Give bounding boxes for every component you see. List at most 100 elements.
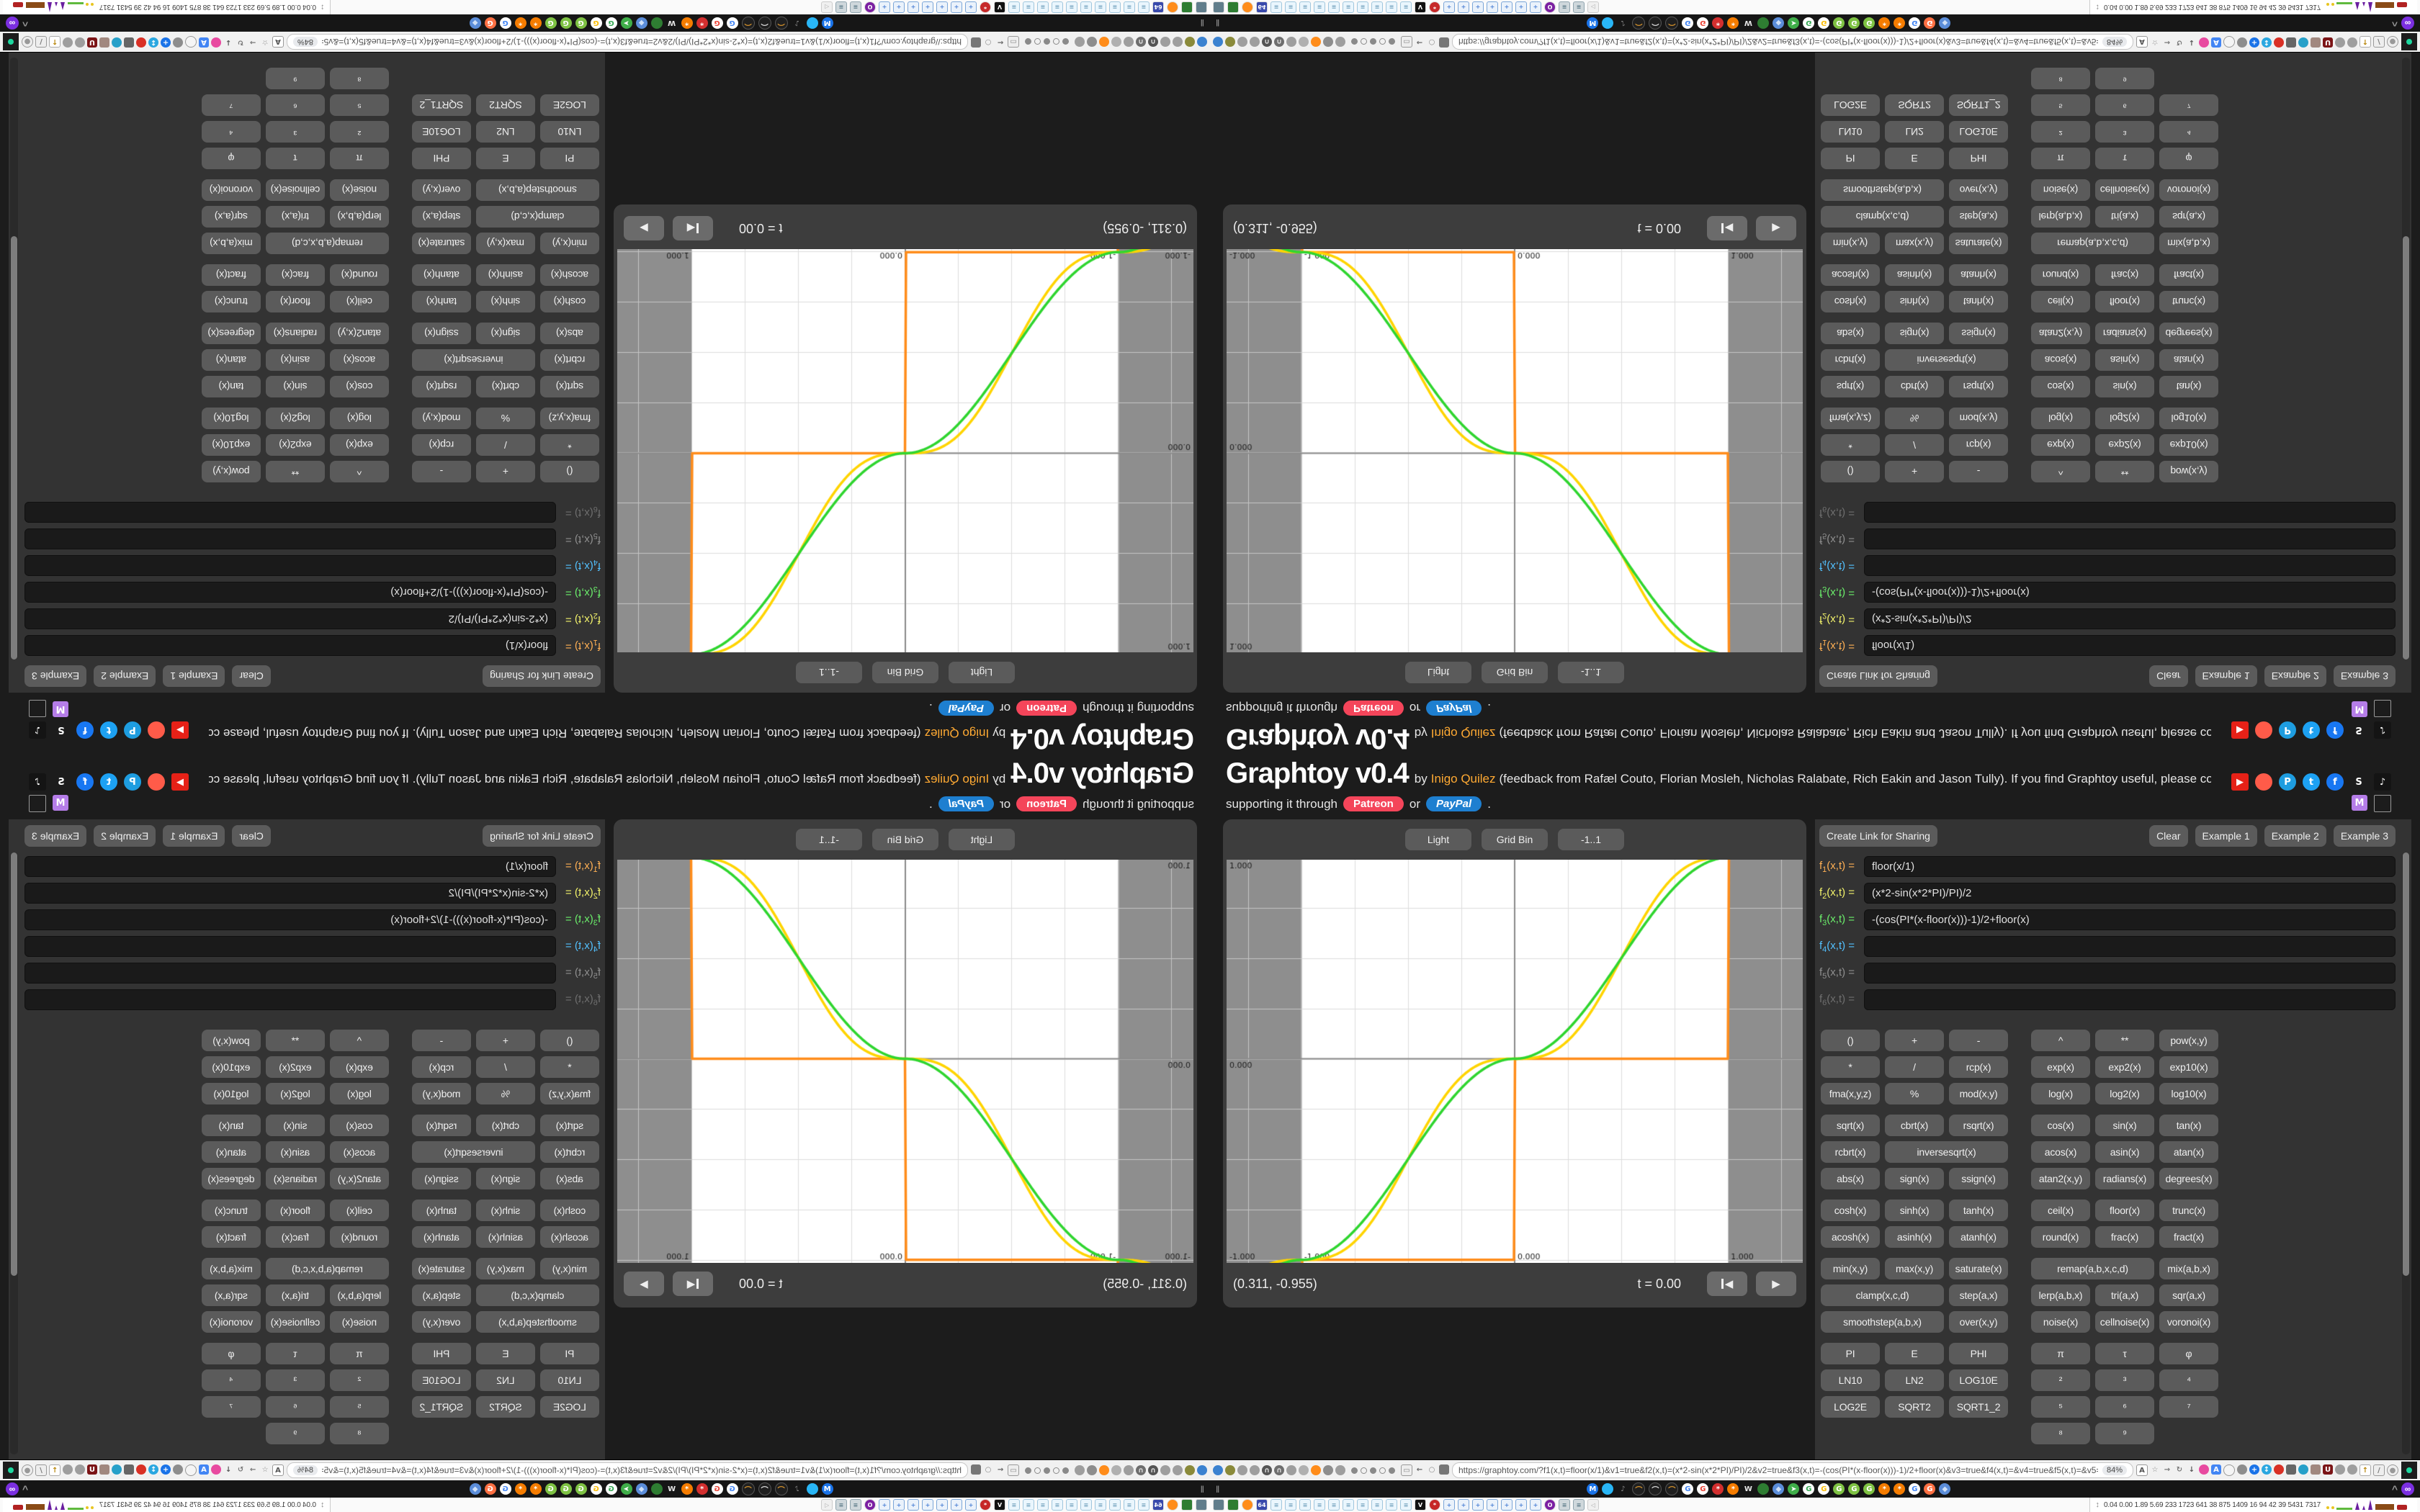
google-2-icon[interactable]: G <box>711 1483 723 1495</box>
fn-button-ln10[interactable]: LN10 <box>540 121 599 143</box>
fn-button-atan2-x-y[interactable]: atan2(x,y) <box>330 323 389 344</box>
fn-button-remap-a-b-x-c-d[interactable]: remap(a,b,x,c,d) <box>266 233 389 254</box>
notepad-app-icon[interactable]: ≡ <box>1080 1 1092 13</box>
fn-button-phi[interactable]: PHI <box>1949 1343 2008 1364</box>
podcast-2-icon[interactable]: ⌒ <box>758 1482 771 1495</box>
download-icon[interactable]: ↓ <box>225 38 232 47</box>
formula-input-1[interactable]: floor(x/1) <box>24 856 556 877</box>
clear-button[interactable]: Clear <box>232 825 271 847</box>
google-1-icon[interactable]: G <box>1682 1483 1694 1495</box>
calculator-app-icon[interactable]: + <box>1487 1 1498 13</box>
fn-button-clamp-x-c-d[interactable]: clamp(x,c,d) <box>1821 206 1944 228</box>
fn-button-[interactable]: ⁷ <box>202 94 261 116</box>
fn-button-rcbrt-x[interactable]: rcbrt(x) <box>540 349 599 371</box>
fn-button-exp-x[interactable]: exp(x) <box>330 434 389 456</box>
notepad-app-icon[interactable]: ≡ <box>1386 1 1397 13</box>
pause-icon[interactable]: ‖ <box>1200 17 1204 29</box>
fn-button-phi[interactable]: PHI <box>412 148 471 169</box>
fn-button-[interactable]: ² <box>2031 121 2090 143</box>
play-button[interactable]: ▶ <box>624 216 664 240</box>
fn-button-[interactable]: ** <box>266 461 325 482</box>
range-button[interactable]: -1..1 <box>796 829 862 850</box>
twitter-icon[interactable]: t <box>2303 721 2320 739</box>
paypal-button[interactable]: PayPal <box>1425 701 1482 716</box>
patreon-button[interactable]: Patreon <box>1016 796 1077 811</box>
fn-button-frac-x[interactable]: frac(x) <box>266 1226 325 1248</box>
back-arrow-icon[interactable]: ← <box>997 38 1004 47</box>
fn-button-sqrt-x[interactable]: sqrt(x) <box>1821 1115 1880 1136</box>
gear-tab-icon[interactable] <box>1323 1465 1333 1475</box>
fn-button-ln10[interactable]: LN10 <box>540 1369 599 1391</box>
cube-blue-1-icon[interactable]: ◆ <box>635 17 647 29</box>
notepad-app-icon[interactable]: ≡ <box>1285 1 1296 13</box>
fn-button-cosh-x[interactable]: cosh(x) <box>540 1200 599 1221</box>
gear-red-icon[interactable]: * <box>1712 1483 1724 1495</box>
fn-button-atan-x[interactable]: atan(x) <box>2159 1141 2218 1163</box>
paypal-button[interactable]: PayPal <box>938 701 995 716</box>
cube-blue-2-icon[interactable]: ◆ <box>469 17 481 29</box>
olive-tab-icon[interactable] <box>1225 1465 1235 1475</box>
fn-button-[interactable]: - <box>1949 1030 2008 1051</box>
mouse-icon[interactable] <box>2223 1464 2235 1476</box>
create-link-button[interactable]: Create Link for Sharing <box>1819 825 1937 847</box>
fn-button-[interactable]: ⁸ <box>330 68 389 89</box>
scrollbar-thumb[interactable] <box>11 852 17 1276</box>
chevron-up-icon[interactable]: ^ <box>2391 17 2398 29</box>
notepad-app-icon[interactable]: ≡ <box>1052 1 1063 13</box>
globe-gray-icon[interactable] <box>63 37 73 48</box>
google-5-icon[interactable]: G <box>499 17 511 29</box>
shield-gray-icon[interactable] <box>75 1464 85 1475</box>
fn-button-[interactable]: * <box>540 1056 599 1078</box>
fn-button-[interactable]: + <box>1885 461 1944 482</box>
fn-button-exp2-x[interactable]: exp2(x) <box>266 1056 325 1078</box>
formula-input-6[interactable] <box>24 989 556 1010</box>
fn-button-sqrt-x[interactable]: sqrt(x) <box>1821 376 1880 397</box>
fn-button-ln2[interactable]: LN2 <box>476 121 535 143</box>
notepad-app-icon[interactable]: ≡ <box>1109 1 1121 13</box>
panel-scrollbar[interactable] <box>2402 852 2410 1454</box>
gear-orange-1-icon[interactable]: * <box>681 17 693 29</box>
author-link[interactable]: Inigo Quilez <box>1430 772 1496 786</box>
google-big-1-icon[interactable]: G <box>575 1483 587 1495</box>
photo-card-app-icon[interactable] <box>1181 1 1193 13</box>
graph-canvas[interactable] <box>1227 249 1803 652</box>
gear-gray-icon[interactable] <box>173 37 183 48</box>
fn-button-cosh-x[interactable]: cosh(x) <box>1821 1200 1880 1221</box>
fn-button-[interactable]: τ <box>266 148 325 169</box>
photo-card-app-icon[interactable] <box>1227 1499 1239 1511</box>
fn-button-floor-x[interactable]: floor(x) <box>266 291 325 312</box>
back-arrow-icon[interactable]: ← <box>1416 1465 1423 1474</box>
fn-button-smoothstep-a-b-x[interactable]: smoothstep(a,b,x) <box>476 1311 599 1333</box>
fn-button-fma-x-y-z[interactable]: fma(x,y,z) <box>540 408 599 429</box>
fn-button-e[interactable]: E <box>476 148 535 169</box>
google-3-icon[interactable]: G <box>1803 17 1815 29</box>
folder-icon[interactable]: ▭ <box>1401 1464 1412 1476</box>
fn-button-[interactable]: ⁵ <box>330 94 389 116</box>
fn-button-trunc-x[interactable]: trunc(x) <box>202 1200 261 1221</box>
forward-arrow-icon[interactable]: → <box>249 1465 256 1474</box>
zoom-level-badge[interactable]: 84% <box>293 37 318 47</box>
fn-button-pi[interactable]: PI <box>540 1343 599 1364</box>
google-big-2-icon[interactable]: G <box>560 1483 572 1495</box>
uo-shield-icon[interactable]: U <box>2323 1464 2333 1475</box>
fn-button-atanh-x[interactable]: atanh(x) <box>412 1226 471 1248</box>
fn-button-[interactable]: ² <box>330 1369 389 1391</box>
fn-button-acosh-x[interactable]: acosh(x) <box>540 264 599 286</box>
fn-button-step-a-x[interactable]: step(a,x) <box>412 1284 471 1306</box>
calculator-app-icon[interactable]: + <box>1472 1499 1484 1511</box>
fn-button-cellnoise-x[interactable]: cellnoise(x) <box>266 1311 325 1333</box>
grid-bin-button[interactable]: Grid Bin <box>872 662 938 683</box>
fn-button-pi[interactable]: PI <box>540 148 599 169</box>
fn-button-asin-x[interactable]: asin(x) <box>266 349 325 371</box>
calculator-app-icon[interactable]: + <box>1501 1 1512 13</box>
headphones-tab-icon[interactable]: ∩ <box>1148 37 1158 47</box>
calculator-app-icon[interactable]: + <box>951 1 962 13</box>
skip-to-start-button[interactable]: ◀ <box>1707 1272 1747 1296</box>
fn-button-[interactable]: ⁶ <box>266 1396 325 1418</box>
fn-button-floor-x[interactable]: floor(x) <box>266 1200 325 1221</box>
notepad-app-icon[interactable]: ≡ <box>1371 1 1383 13</box>
speaker-muted-app-icon[interactable]: ◁ <box>821 1499 833 1511</box>
fn-button-rcbrt-x[interactable]: rcbrt(x) <box>1821 1141 1880 1163</box>
google-big-3-icon[interactable]: G <box>1863 1483 1876 1495</box>
tiktok-icon[interactable]: ♪ <box>29 721 46 739</box>
